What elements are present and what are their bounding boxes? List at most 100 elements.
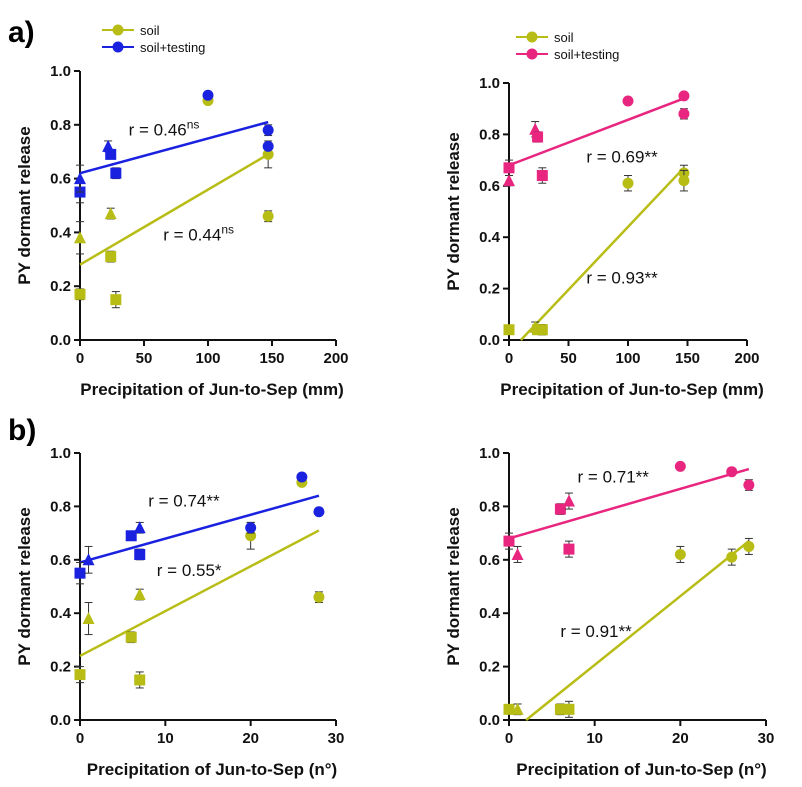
- data-point-square: [105, 251, 117, 263]
- y-tick-label: 0.2: [50, 659, 71, 676]
- data-point-triangle: [503, 174, 515, 187]
- y-tick-label: 0.8: [479, 126, 500, 143]
- data-point-circle: [245, 522, 257, 534]
- x-tick-label: 50: [560, 350, 577, 367]
- data-point-triangle: [82, 553, 95, 566]
- data-point-triangle: [133, 521, 146, 534]
- panel-label-b: b): [8, 414, 36, 447]
- correlation-value: r = 0.91**: [560, 622, 632, 641]
- data-point-circle: [296, 471, 308, 483]
- y-tick-label: 0.6: [479, 178, 500, 195]
- data-point-triangle: [74, 172, 86, 185]
- chart-panel-2: 0.0 0.2 0.4 0.6 0.8 1.0 0 10 20 30 Precipitation o…: [15, 445, 344, 779]
- data-point-circle: [262, 148, 274, 160]
- data-point-square: [532, 131, 544, 143]
- y-tick-label: 1.0: [479, 445, 500, 462]
- correlation-value: r = 0.93**: [586, 268, 658, 287]
- series-0: r = 0.44ns: [74, 95, 274, 309]
- data-point-square: [74, 567, 86, 579]
- y-tick-label: 0.2: [50, 278, 71, 295]
- data-point-square: [125, 631, 137, 643]
- y-tick-label: 0.0: [479, 712, 500, 729]
- y-tick-label: 0.4: [479, 605, 501, 622]
- data-point-circle: [726, 466, 738, 478]
- y-tick-label: 0.6: [50, 171, 71, 188]
- y-tick-label: 0.0: [50, 712, 71, 729]
- y-tick-label: 0.8: [50, 498, 71, 515]
- data-point-triangle: [74, 231, 86, 244]
- regression-line: [525, 540, 750, 721]
- correlation-value: r = 0.55*: [157, 561, 222, 580]
- data-point-square: [563, 703, 575, 715]
- data-point-circle: [262, 124, 274, 136]
- correlation-annotation: r = 0.91**: [560, 622, 632, 641]
- y-tick-label: 0.0: [50, 332, 71, 349]
- correlation-value: r = 0.69**: [586, 148, 658, 167]
- data-point-circle: [262, 140, 274, 152]
- legend-marker: [526, 31, 538, 43]
- data-point-circle: [743, 479, 755, 491]
- data-point-circle: [678, 90, 690, 102]
- y-tick-label: 0.0: [479, 332, 500, 349]
- y-tick-label: 0.2: [479, 659, 500, 676]
- chart-panel-0: 0.0 0.2 0.4 0.6 0.8 1.0 0 50 100 150 200 Precipitat…: [15, 23, 349, 399]
- data-point-circle: [622, 177, 634, 189]
- data-point-circle: [678, 108, 690, 120]
- series-1: r = 0.46ns: [74, 89, 274, 204]
- regression-line: [79, 494, 320, 564]
- x-tick-label: 20: [672, 730, 689, 747]
- y-tick-label: 0.2: [479, 281, 500, 298]
- regression-line: [519, 166, 685, 341]
- x-tick-label: 0: [505, 730, 513, 747]
- x-tick-label: 200: [323, 350, 348, 367]
- data-point-square: [503, 703, 515, 715]
- x-tick-label: 200: [734, 350, 759, 367]
- x-tick-label: 0: [505, 350, 513, 367]
- data-point-circle: [313, 506, 325, 518]
- regression-line: [508, 467, 750, 540]
- x-tick-label: 0: [76, 350, 84, 367]
- data-point-square: [74, 288, 86, 300]
- data-point-square: [554, 503, 566, 515]
- legend-marker: [112, 41, 124, 53]
- correlation-value: r = 0.46: [129, 121, 187, 140]
- data-point-square: [536, 170, 548, 182]
- data-point-square: [110, 167, 122, 179]
- y-tick-label: 0.6: [479, 552, 500, 569]
- correlation-annotation: r = 0.44ns: [163, 222, 234, 244]
- series-1: r = 0.74**: [74, 471, 325, 585]
- legend-label: soil+testing: [140, 40, 205, 55]
- data-point-triangle: [562, 494, 575, 507]
- y-tick-label: 0.8: [50, 117, 71, 134]
- y-tick-label: 0.6: [50, 552, 71, 569]
- data-point-circle: [622, 95, 634, 107]
- correlation-value: r = 0.74**: [148, 491, 220, 510]
- data-point-square: [554, 703, 566, 715]
- regression-line: [508, 97, 685, 167]
- x-axis-label: Precipitation of Jun-to-Sep (mm): [80, 380, 344, 399]
- data-point-circle: [726, 551, 738, 563]
- x-tick-label: 150: [675, 350, 700, 367]
- data-point-triangle: [82, 612, 95, 625]
- series-0: r = 0.91**: [503, 537, 755, 721]
- significance-superscript: ns: [221, 222, 234, 236]
- y-tick-label: 1.0: [50, 63, 71, 80]
- y-axis-label: PY dormant release: [15, 507, 34, 665]
- significance-superscript: ns: [187, 118, 200, 132]
- x-tick-label: 20: [242, 730, 259, 747]
- data-point-square: [125, 530, 137, 542]
- data-point-square: [110, 294, 122, 306]
- data-point-circle: [674, 548, 686, 560]
- charts-container: 0.00.20.40.60.81.00 50 100 150 200Precipitat…: [15, 23, 774, 779]
- y-tick-label: 0.4: [50, 605, 72, 622]
- series-0: r = 0.55*: [74, 476, 325, 689]
- y-tick-label: 1.0: [50, 445, 71, 462]
- data-point-circle: [674, 460, 686, 472]
- legend-marker: [526, 48, 538, 60]
- regression-line: [79, 120, 269, 175]
- data-point-triangle: [511, 547, 524, 560]
- x-tick-label: 150: [259, 350, 284, 367]
- y-axis-label: PY dormant release: [444, 507, 463, 665]
- data-point-square: [105, 148, 117, 160]
- panel-label-a: a): [8, 16, 35, 49]
